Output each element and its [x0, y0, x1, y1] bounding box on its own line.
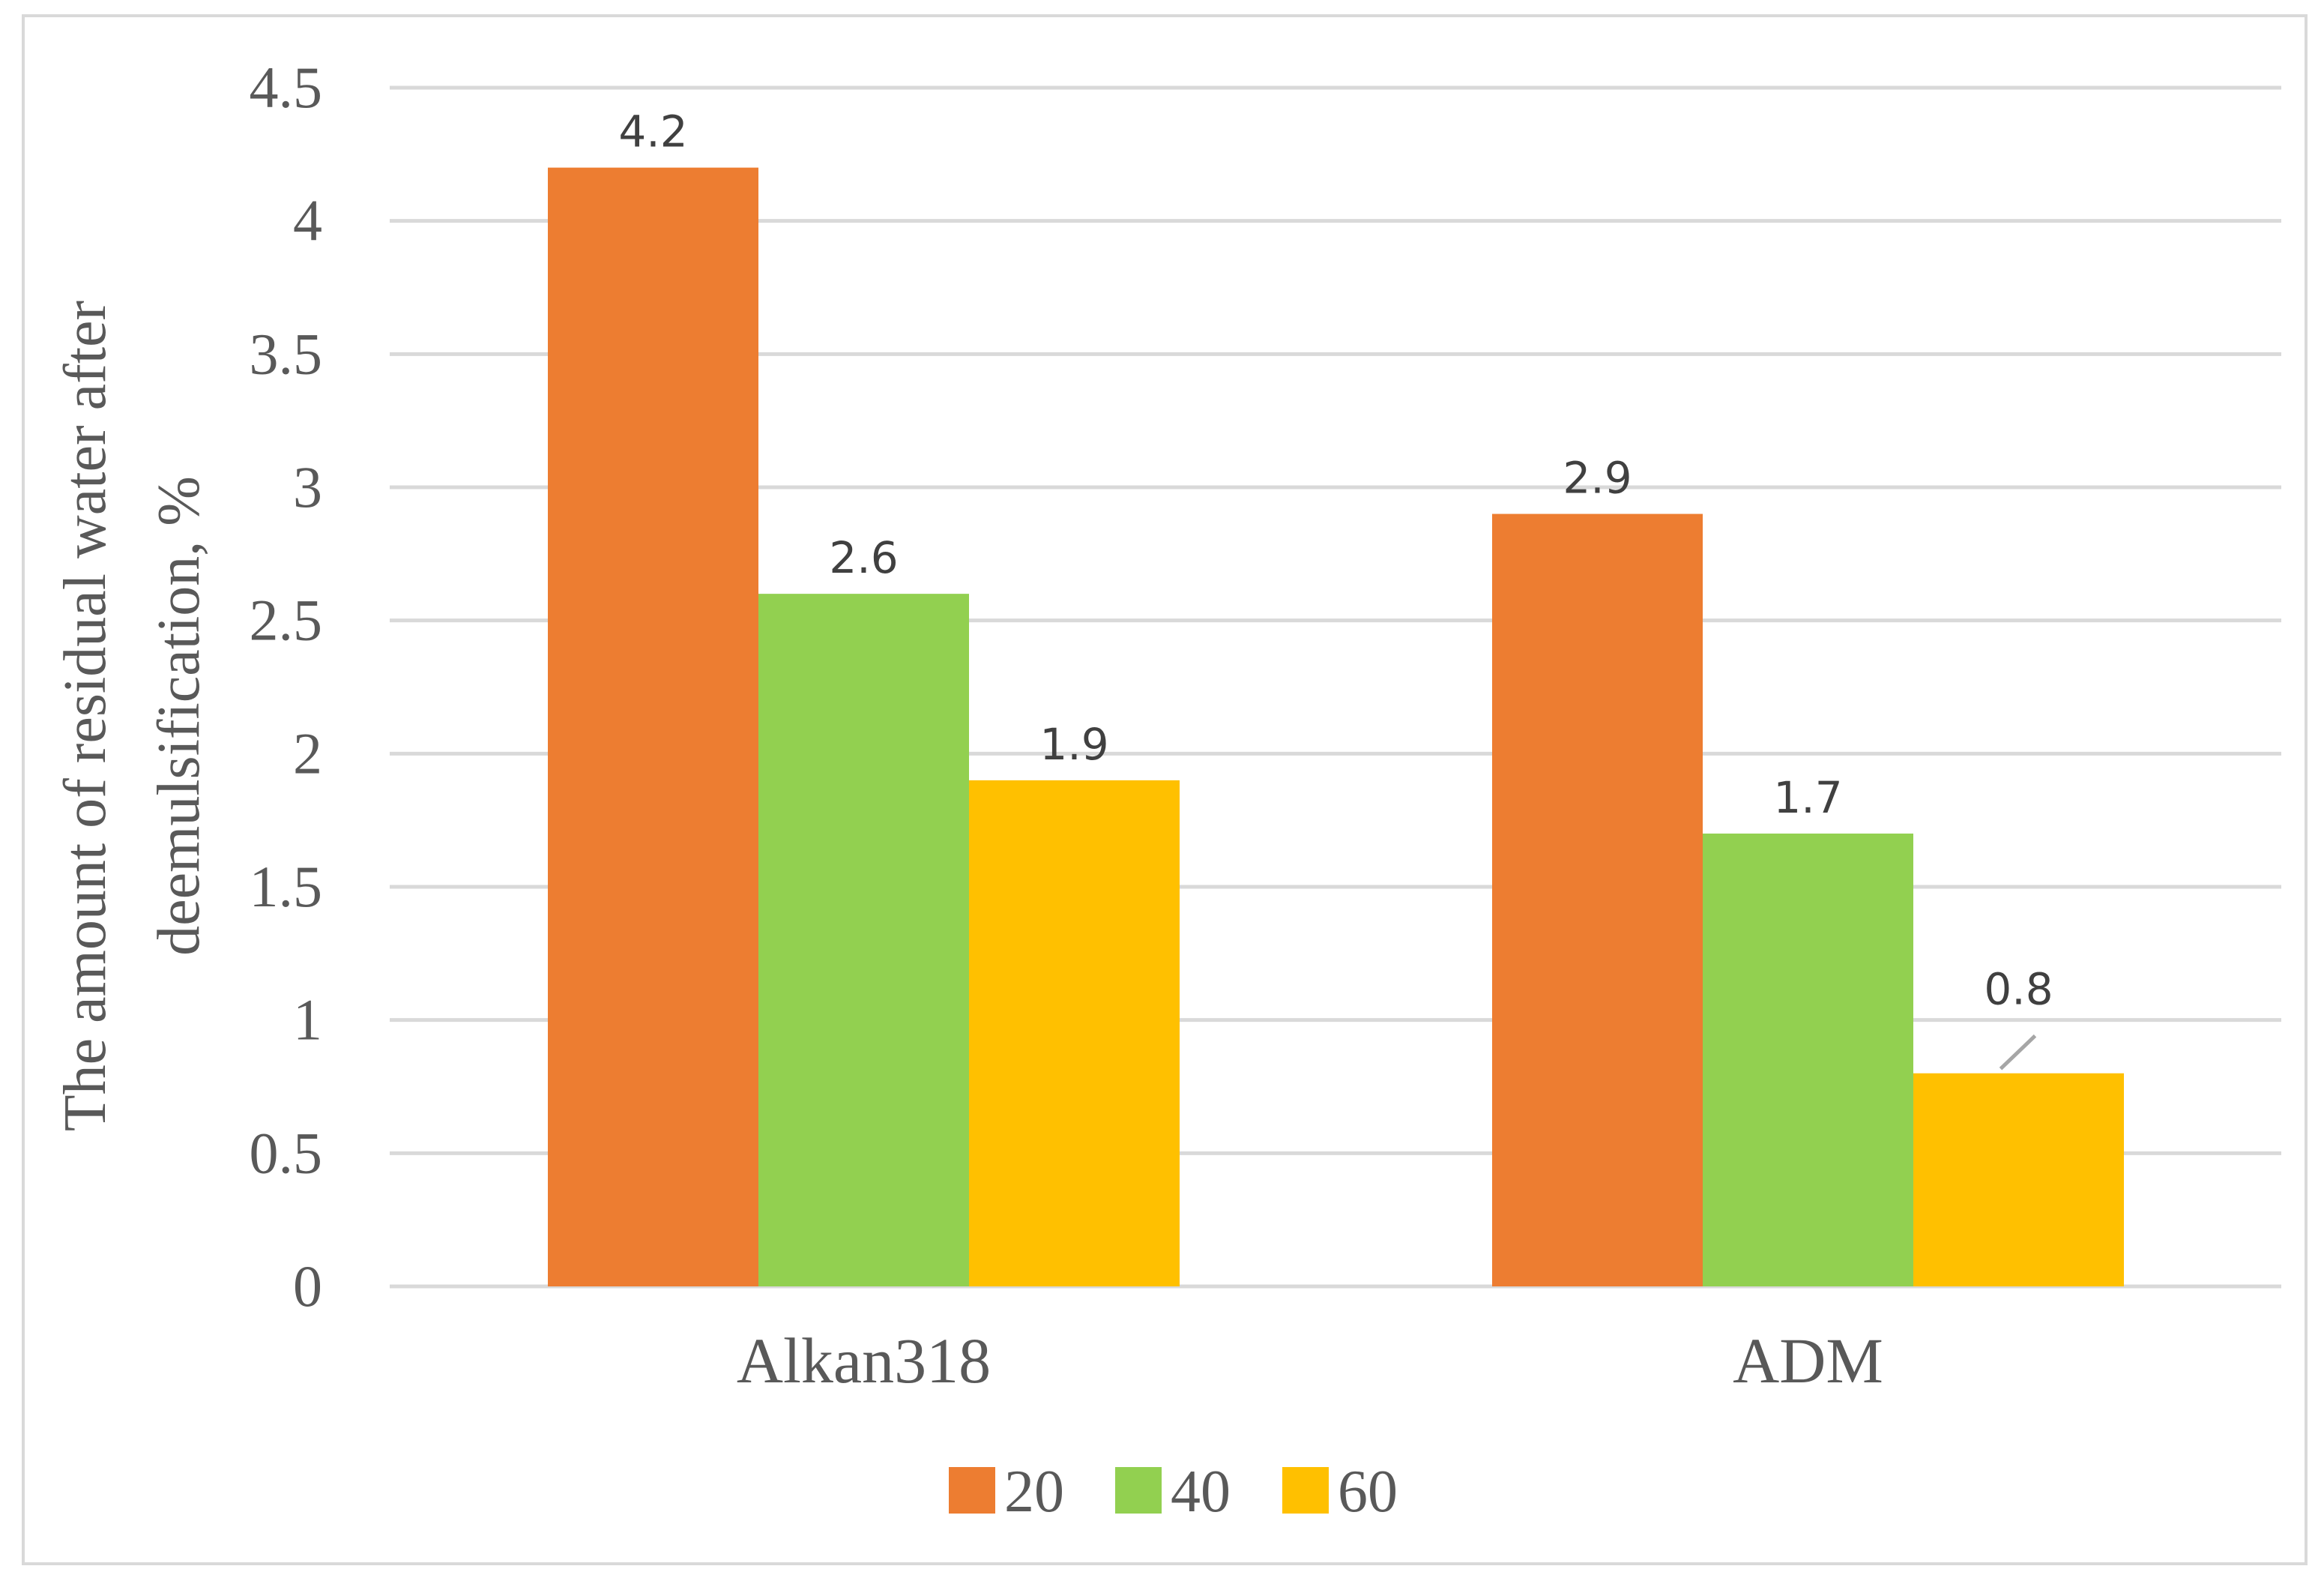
y-axis-ticks: 0 0.5 1 1.5 2 2.5 3 3.5 4 4.5: [250, 55, 323, 1319]
data-label: 2.6: [829, 532, 898, 583]
y-tick-label: 3.5: [250, 321, 323, 386]
data-label: 4.2: [618, 106, 687, 157]
bar-alkan318-20: [548, 167, 758, 1287]
y-axis-label: The amount of residual water after deemul…: [52, 301, 212, 1131]
bar-adm-20: [1492, 514, 1703, 1286]
data-label: 2.9: [1563, 453, 1632, 504]
y-axis-label-line: The amount of residual water after: [52, 301, 118, 1131]
y-tick-label: 2.5: [250, 588, 323, 653]
data-label: 1.7: [1773, 772, 1842, 823]
y-tick-label: 4: [293, 188, 322, 253]
data-label: 1.9: [1039, 719, 1108, 770]
data-label-leader: [1999, 1034, 2037, 1070]
bar-alkan318-40: [758, 594, 969, 1286]
bars: [548, 167, 2124, 1287]
data-label: 0.8: [1984, 964, 2053, 1015]
data-labels: 4.2 2.9 2.6 1.7 1.9 0.8: [618, 106, 2053, 1070]
legend-label: 20: [1004, 1459, 1064, 1525]
bar-adm-60: [1913, 1073, 2124, 1286]
y-tick-label: 3: [293, 454, 322, 520]
legend-swatch-60: [1282, 1467, 1329, 1514]
legend-label: 40: [1171, 1459, 1231, 1525]
x-category-label: Alkan318: [737, 1325, 991, 1397]
y-tick-label: 1: [293, 987, 322, 1053]
x-axis-categories: Alkan318 ADM: [737, 1325, 1883, 1397]
legend-swatch-40: [1115, 1467, 1162, 1514]
bar-alkan318-60: [969, 780, 1180, 1286]
legend: 20 40 60: [949, 1459, 1398, 1525]
legend-swatch-20: [949, 1467, 995, 1514]
y-tick-label: 0: [293, 1253, 322, 1319]
y-tick-label: 2: [293, 720, 322, 786]
y-axis-label-line: deemulsification, %: [146, 476, 212, 956]
y-tick-label: 4.5: [250, 55, 323, 120]
y-tick-label: 1.5: [250, 854, 323, 919]
legend-label: 60: [1338, 1459, 1398, 1525]
x-category-label: ADM: [1733, 1325, 1883, 1397]
bar-adm-40: [1703, 833, 1913, 1286]
y-tick-label: 0.5: [250, 1120, 323, 1185]
